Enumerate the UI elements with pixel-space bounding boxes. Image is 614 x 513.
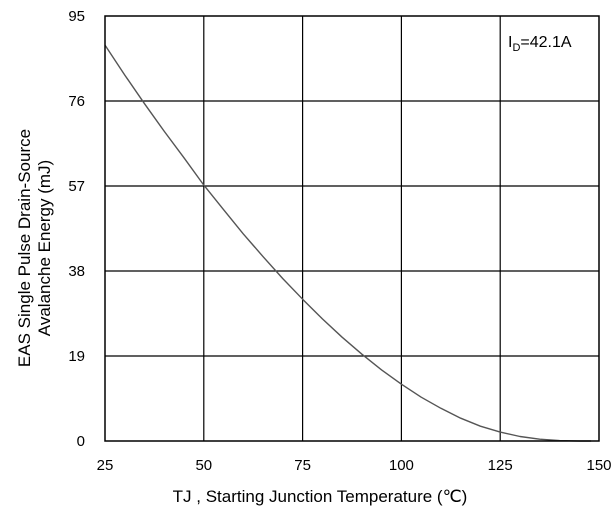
y-tick-label: 57 bbox=[68, 178, 85, 195]
current-annotation: ID=42.1A bbox=[508, 34, 572, 54]
y-axis-title-group: EAS Single Pulse Drain-Source Avalanche … bbox=[15, 129, 54, 367]
x-tick-label: 125 bbox=[488, 457, 513, 474]
x-tick-label: 75 bbox=[294, 457, 311, 474]
x-tick-label: 25 bbox=[97, 457, 114, 474]
y-tick-label: 19 bbox=[68, 348, 85, 365]
annotation-symbol: I bbox=[508, 34, 512, 51]
x-tick-label: 100 bbox=[389, 457, 414, 474]
annotation-value: =42.1A bbox=[520, 34, 571, 51]
x-tick-labels: 25 50 75 100 125 150 bbox=[97, 457, 612, 474]
plot-frame bbox=[104, 15, 600, 442]
y-tick-label: 0 bbox=[77, 433, 85, 450]
x-tick-label: 50 bbox=[195, 457, 212, 474]
y-axis-title-line-1: EAS Single Pulse Drain-Source bbox=[15, 129, 34, 367]
annotation-subscript: D bbox=[512, 42, 520, 54]
x-tick-label: 150 bbox=[586, 457, 611, 474]
y-axis-title-line-2: Avalanche Energy (mJ) bbox=[35, 160, 54, 336]
y-tick-label: 76 bbox=[68, 93, 85, 110]
y-tick-labels: 0 19 38 57 76 95 bbox=[68, 8, 85, 450]
series-layer bbox=[104, 44, 592, 442]
y-tick-label: 95 bbox=[68, 8, 85, 25]
grid bbox=[105, 16, 599, 441]
x-axis-title: TJ , Starting Junction Temperature (℃) bbox=[173, 487, 468, 506]
series-line bbox=[104, 44, 592, 442]
y-tick-label: 38 bbox=[68, 263, 85, 280]
